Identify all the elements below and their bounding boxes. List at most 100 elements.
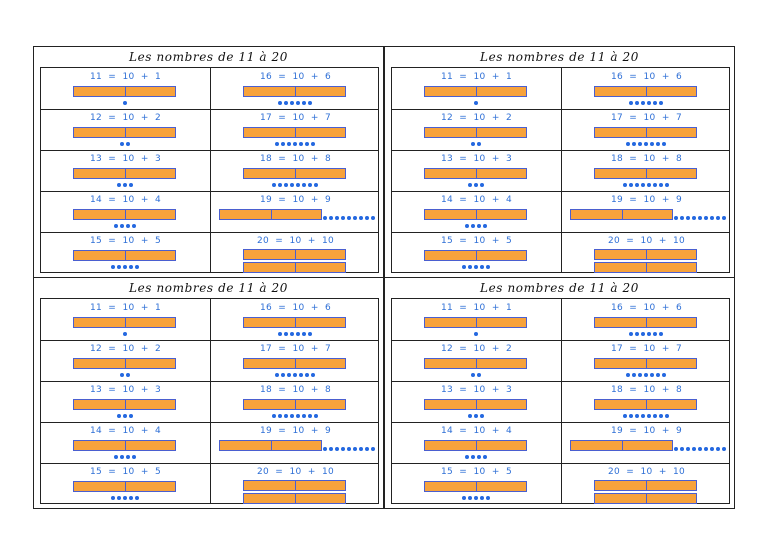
number-card: Les nombres de 11 à 20 11 = 10 + 1 16 = 10… — [33, 277, 384, 509]
unit-dots — [272, 414, 318, 418]
unit-dot — [314, 414, 318, 418]
unit-dot — [477, 142, 481, 146]
card-title: Les nombres de 11 à 20 — [129, 281, 288, 295]
ten-bar — [594, 127, 697, 138]
ten-bar-midline — [645, 318, 647, 327]
ten-bar-midline — [475, 400, 477, 409]
decomposition-cell: 15 = 10 + 5 — [41, 463, 210, 504]
equation-text: 20 = 10 + 10 — [256, 236, 335, 246]
unit-dot — [120, 455, 124, 459]
unit-dot — [641, 183, 645, 187]
unit-dot — [635, 101, 639, 105]
unit-dot — [311, 142, 315, 146]
unit-dot — [123, 101, 127, 105]
equation-text: 15 = 10 + 5 — [440, 467, 513, 477]
unit-dot — [626, 142, 630, 146]
equation-text: 19 = 10 + 9 — [610, 195, 683, 205]
equation-text: 17 = 10 + 7 — [610, 344, 683, 354]
unit-dot — [114, 224, 118, 228]
ten-bar — [594, 493, 697, 504]
ten-bar-midline — [124, 359, 126, 368]
unit-dot — [281, 142, 285, 146]
unit-dot — [632, 142, 636, 146]
decomposition-cell: 15 = 10 + 5 — [392, 463, 561, 504]
unit-dot — [465, 455, 469, 459]
equation-text: 17 = 10 + 7 — [259, 344, 332, 354]
ten-bar — [243, 249, 346, 260]
ten-bar — [594, 358, 697, 369]
equation-text: 13 = 10 + 3 — [89, 154, 162, 164]
decomposition-cell: 18 = 10 + 8 — [211, 150, 380, 191]
ten-bar — [73, 168, 176, 179]
unit-dot — [302, 101, 306, 105]
equation-text: 16 = 10 + 6 — [610, 303, 683, 313]
row-divider — [392, 109, 729, 110]
unit-dot — [474, 265, 478, 269]
ten-bar — [424, 358, 527, 369]
decomposition-cell: 12 = 10 + 2 — [392, 109, 561, 150]
unit-dot — [123, 414, 127, 418]
unit-dots — [474, 332, 478, 336]
ten-bar-midline — [475, 210, 477, 219]
ten-bar — [594, 249, 697, 260]
ten-bar-midline — [475, 359, 477, 368]
ten-bar-midline — [294, 250, 296, 259]
unit-dot — [680, 447, 684, 451]
decomposition-cell: 17 = 10 + 7 — [211, 340, 380, 381]
unit-dot — [653, 183, 657, 187]
ten-bar — [243, 86, 346, 97]
decomposition-cell: 19 = 10 + 9 — [562, 191, 731, 232]
unit-dot — [623, 414, 627, 418]
ten-bar — [594, 399, 697, 410]
equation-text: 11 = 10 + 1 — [89, 303, 162, 313]
card-title: Les nombres de 11 à 20 — [129, 50, 288, 64]
unit-dot — [471, 224, 475, 228]
ten-bar — [594, 262, 697, 273]
number-card: Les nombres de 11 à 20 11 = 10 + 1 16 = 10… — [33, 46, 384, 278]
unit-dot — [680, 216, 684, 220]
equation-text: 19 = 10 + 9 — [259, 426, 332, 436]
ten-bar — [243, 358, 346, 369]
decomposition-cell: 12 = 10 + 2 — [41, 109, 210, 150]
unit-dot — [290, 101, 294, 105]
unit-dot — [659, 183, 663, 187]
unit-dot — [662, 142, 666, 146]
unit-dot — [629, 332, 633, 336]
unit-dot — [129, 496, 133, 500]
equation-text: 20 = 10 + 10 — [607, 236, 686, 246]
unit-dot — [308, 332, 312, 336]
unit-dot — [347, 447, 351, 451]
worksheet-page: Les nombres de 11 à 20 11 = 10 + 1 16 = 10… — [33, 46, 735, 509]
unit-dots — [674, 216, 726, 220]
equation-text: 11 = 10 + 1 — [440, 72, 513, 82]
decomposition-grid: 11 = 10 + 1 16 = 10 + 6 12 = 10 + 2 17 = 10… — [40, 298, 379, 504]
unit-dots — [626, 373, 666, 377]
decomposition-grid: 11 = 10 + 1 16 = 10 + 6 12 = 10 + 2 17 = 10… — [40, 67, 379, 273]
ten-bar-midline — [294, 87, 296, 96]
unit-dot — [644, 142, 648, 146]
unit-dot — [629, 414, 633, 418]
row-divider — [41, 422, 378, 423]
unit-dots — [278, 332, 312, 336]
unit-dot — [287, 373, 291, 377]
unit-dot — [126, 455, 130, 459]
decomposition-cell: 16 = 10 + 6 — [562, 68, 731, 109]
unit-dot — [335, 216, 339, 220]
equation-text: 18 = 10 + 8 — [610, 385, 683, 395]
unit-dot — [305, 142, 309, 146]
ten-bar-midline — [124, 128, 126, 137]
unit-dot — [296, 332, 300, 336]
unit-dot — [290, 332, 294, 336]
unit-dot — [698, 216, 702, 220]
unit-dots — [111, 496, 139, 500]
ten-bar-midline — [645, 263, 647, 272]
unit-dots — [471, 373, 481, 377]
unit-dots — [465, 455, 487, 459]
unit-dot — [483, 455, 487, 459]
unit-dots — [471, 142, 481, 146]
ten-bar-midline — [475, 251, 477, 260]
unit-dot — [296, 414, 300, 418]
ten-bar-midline — [294, 263, 296, 272]
unit-dot — [710, 216, 714, 220]
unit-dots — [462, 265, 490, 269]
